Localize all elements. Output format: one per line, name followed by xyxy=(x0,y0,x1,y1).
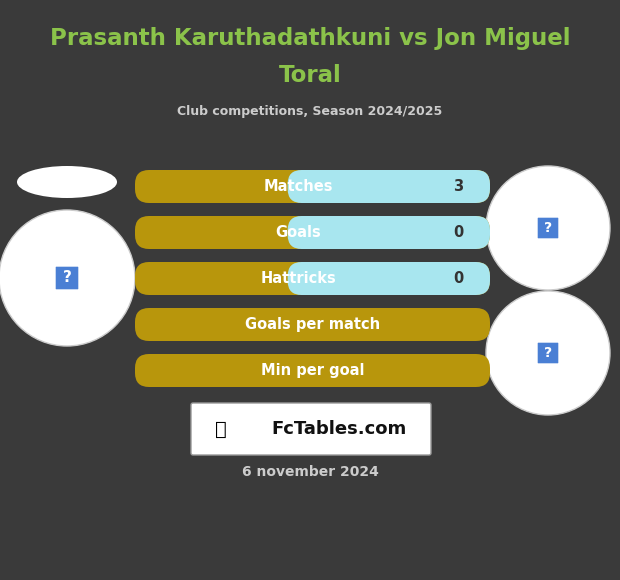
PathPatch shape xyxy=(135,262,490,295)
PathPatch shape xyxy=(135,170,490,203)
Text: Matches: Matches xyxy=(264,179,333,194)
FancyBboxPatch shape xyxy=(191,403,431,455)
PathPatch shape xyxy=(135,308,490,341)
Text: Goals: Goals xyxy=(275,225,321,240)
PathPatch shape xyxy=(135,354,490,387)
Text: 0: 0 xyxy=(453,271,463,286)
PathPatch shape xyxy=(288,262,490,295)
Text: ?: ? xyxy=(63,270,71,285)
Text: Toral: Toral xyxy=(278,64,342,88)
Text: Club competitions, Season 2024/2025: Club competitions, Season 2024/2025 xyxy=(177,106,443,118)
PathPatch shape xyxy=(135,216,490,249)
FancyBboxPatch shape xyxy=(537,217,559,239)
Text: 6 november 2024: 6 november 2024 xyxy=(242,465,378,479)
Text: Prasanth Karuthadathkuni vs Jon Miguel: Prasanth Karuthadathkuni vs Jon Miguel xyxy=(50,27,570,49)
Text: Min per goal: Min per goal xyxy=(261,363,365,378)
Text: FcTables.com: FcTables.com xyxy=(272,420,407,438)
FancyBboxPatch shape xyxy=(537,342,559,364)
Text: 0: 0 xyxy=(453,225,463,240)
Ellipse shape xyxy=(0,210,135,346)
Text: ?: ? xyxy=(544,346,552,360)
Text: 📊: 📊 xyxy=(215,419,227,438)
Text: Hattricks: Hattricks xyxy=(260,271,336,286)
Text: Goals per match: Goals per match xyxy=(245,317,380,332)
Ellipse shape xyxy=(486,291,610,415)
FancyBboxPatch shape xyxy=(55,266,79,290)
Ellipse shape xyxy=(17,166,117,198)
PathPatch shape xyxy=(288,170,490,203)
PathPatch shape xyxy=(288,216,490,249)
Text: 3: 3 xyxy=(453,179,463,194)
Ellipse shape xyxy=(486,166,610,290)
Text: ?: ? xyxy=(544,221,552,235)
